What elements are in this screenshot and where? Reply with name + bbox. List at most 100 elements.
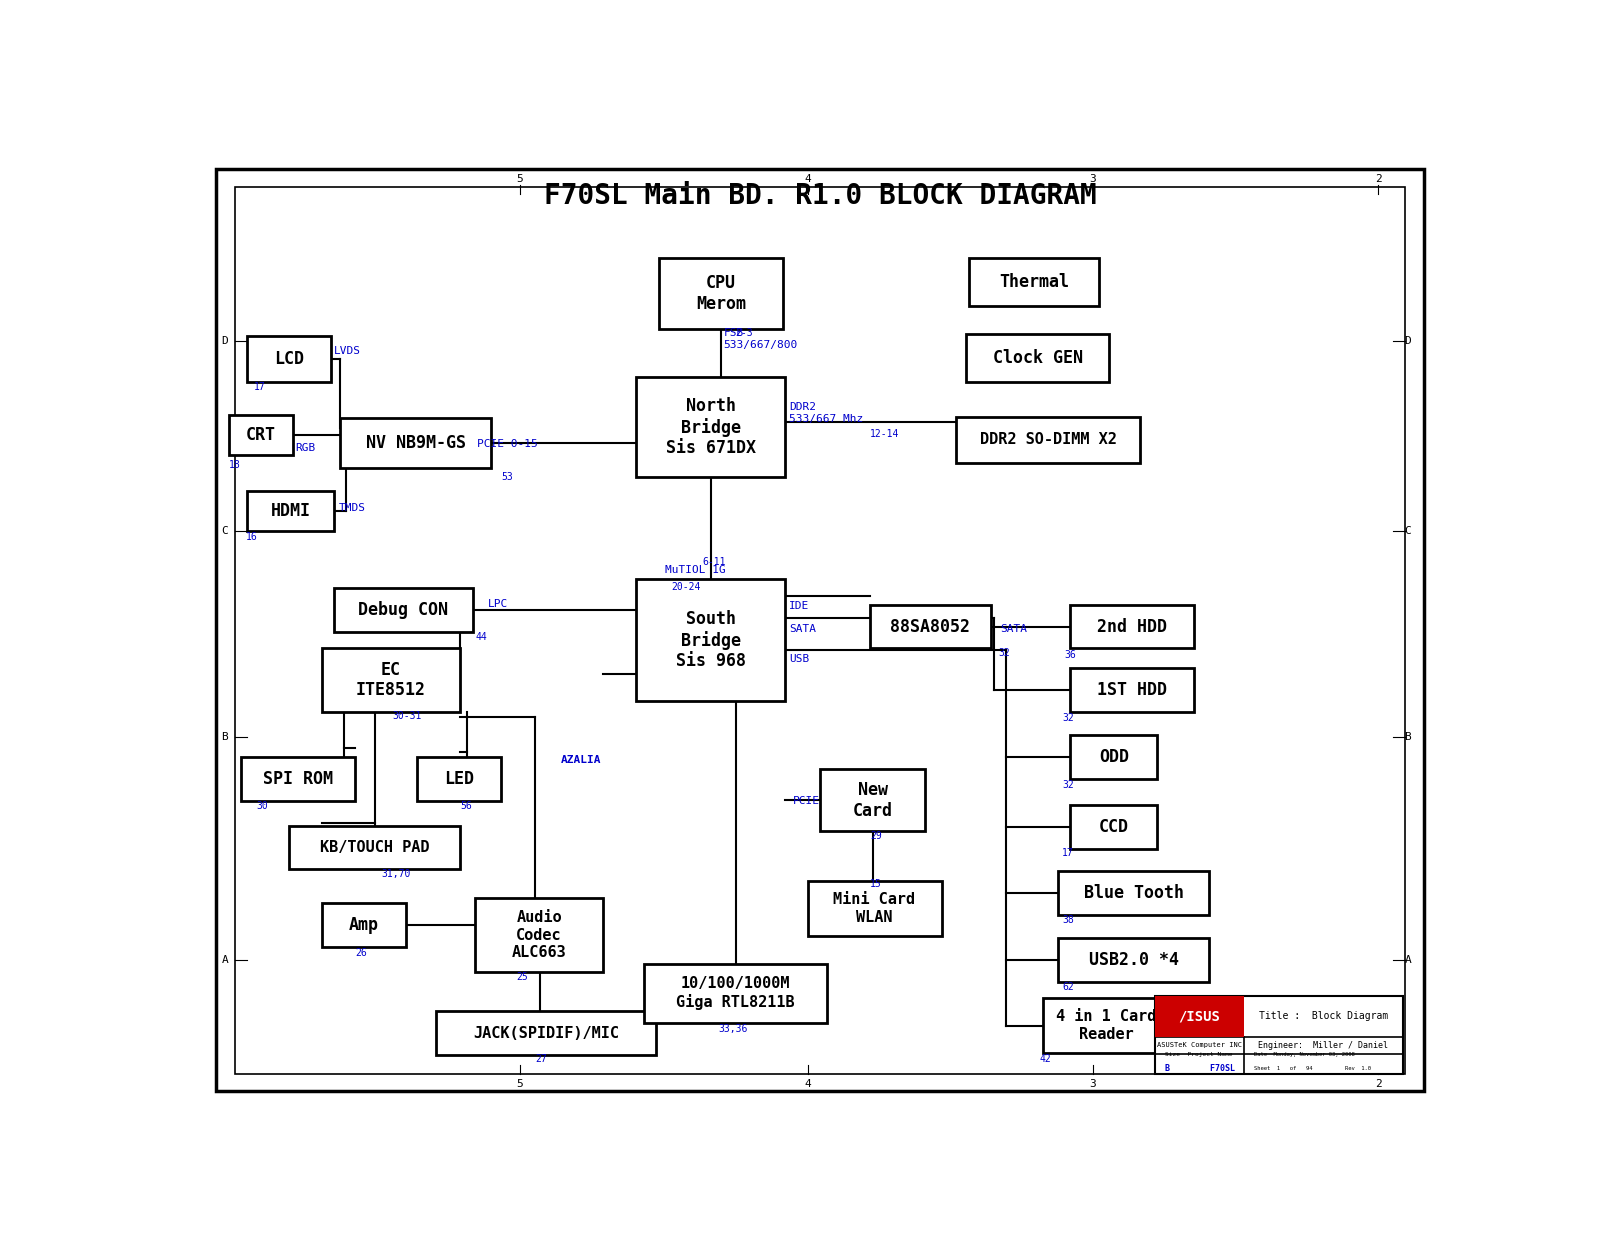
Text: Debug CON: Debug CON bbox=[358, 601, 448, 620]
Text: 4: 4 bbox=[805, 174, 811, 184]
Text: B: B bbox=[221, 732, 229, 742]
Text: 2: 2 bbox=[1374, 174, 1381, 184]
Text: 3: 3 bbox=[1090, 1079, 1096, 1089]
Text: NV NB9M-GS: NV NB9M-GS bbox=[366, 434, 466, 452]
Text: D: D bbox=[1405, 335, 1411, 346]
Text: 4: 4 bbox=[805, 1079, 811, 1089]
Text: 32: 32 bbox=[1062, 779, 1074, 789]
Bar bbox=[637, 377, 786, 477]
Text: CPU
Merom: CPU Merom bbox=[696, 275, 746, 313]
Bar bbox=[1070, 668, 1195, 713]
Text: 29: 29 bbox=[870, 831, 882, 841]
Bar bbox=[246, 336, 331, 382]
Text: LED: LED bbox=[445, 769, 474, 788]
Text: 27: 27 bbox=[534, 1054, 547, 1064]
Text: South
Bridge
Sis 968: South Bridge Sis 968 bbox=[675, 610, 746, 670]
Bar bbox=[1155, 996, 1245, 1037]
Text: 10/100/1000M
Giga RTL8211B: 10/100/1000M Giga RTL8211B bbox=[677, 976, 795, 1011]
Bar bbox=[435, 1012, 656, 1055]
Text: C: C bbox=[221, 526, 229, 537]
Text: 42: 42 bbox=[1040, 1054, 1051, 1064]
Text: 6-11: 6-11 bbox=[702, 557, 726, 567]
Text: KB/TOUCH PAD: KB/TOUCH PAD bbox=[320, 840, 429, 855]
Text: North
Bridge
Sis 671DX: North Bridge Sis 671DX bbox=[666, 397, 755, 458]
Text: 12-14: 12-14 bbox=[870, 429, 899, 439]
Bar bbox=[341, 418, 491, 468]
Text: 1ST HDD: 1ST HDD bbox=[1098, 682, 1168, 699]
Text: CCD: CCD bbox=[1099, 818, 1130, 836]
Text: 88SA8052: 88SA8052 bbox=[890, 617, 970, 636]
Text: Blue Tooth: Blue Tooth bbox=[1083, 884, 1184, 902]
Text: 53: 53 bbox=[502, 473, 514, 482]
Text: Size  Project Name: Size Project Name bbox=[1165, 1053, 1232, 1058]
Text: 4 in 1 Card
Reader: 4 in 1 Card Reader bbox=[1056, 1009, 1157, 1042]
Text: 62: 62 bbox=[1062, 982, 1074, 992]
Text: LPC: LPC bbox=[488, 599, 507, 609]
Text: Engineer:  Miller / Daniel: Engineer: Miller / Daniel bbox=[1259, 1040, 1389, 1050]
Text: SATA: SATA bbox=[1000, 625, 1027, 635]
Text: HDMI: HDMI bbox=[270, 502, 310, 521]
Text: CRT: CRT bbox=[246, 426, 275, 444]
Text: USB: USB bbox=[789, 654, 810, 664]
Text: 15: 15 bbox=[870, 878, 882, 888]
Text: ODD: ODD bbox=[1099, 748, 1130, 766]
Text: Title :  Block Diagram: Title : Block Diagram bbox=[1259, 1012, 1389, 1022]
Text: F70SL Main BD. R1.0 BLOCK DIAGRAM: F70SL Main BD. R1.0 BLOCK DIAGRAM bbox=[544, 182, 1096, 210]
Text: Mini Card
WLAN: Mini Card WLAN bbox=[834, 892, 915, 925]
Text: USB2.0 *4: USB2.0 *4 bbox=[1088, 951, 1179, 969]
Text: LVDS: LVDS bbox=[334, 346, 362, 356]
Text: 17: 17 bbox=[1062, 849, 1074, 858]
Text: C: C bbox=[1405, 526, 1411, 537]
Bar bbox=[1058, 871, 1210, 915]
Text: 38: 38 bbox=[1062, 915, 1074, 925]
Bar bbox=[1070, 735, 1157, 779]
Bar bbox=[1043, 998, 1170, 1054]
Text: 36: 36 bbox=[1064, 651, 1077, 661]
Text: 2nd HDD: 2nd HDD bbox=[1098, 617, 1168, 636]
Text: RGB: RGB bbox=[296, 443, 315, 453]
Bar bbox=[1070, 805, 1157, 849]
Bar bbox=[290, 825, 461, 870]
Text: LCD: LCD bbox=[274, 350, 304, 367]
Text: B        F70SL: B F70SL bbox=[1165, 1064, 1235, 1074]
Text: 32: 32 bbox=[998, 648, 1010, 658]
Bar bbox=[229, 416, 293, 455]
Text: /ISUS: /ISUS bbox=[1179, 1009, 1221, 1023]
Text: 44: 44 bbox=[475, 632, 486, 642]
Text: DDR2 SO-DIMM X2: DDR2 SO-DIMM X2 bbox=[979, 433, 1117, 448]
Bar bbox=[475, 898, 603, 972]
Text: FSB
533/667/800: FSB 533/667/800 bbox=[723, 328, 797, 350]
Text: D: D bbox=[221, 335, 229, 346]
Bar bbox=[1058, 938, 1210, 982]
Bar bbox=[1070, 605, 1195, 648]
Text: PCIE 0-15: PCIE 0-15 bbox=[477, 439, 538, 449]
Text: ASUSTeK Computer INC: ASUSTeK Computer INC bbox=[1157, 1043, 1242, 1049]
Bar bbox=[957, 417, 1139, 463]
Bar bbox=[242, 757, 355, 800]
Text: 2: 2 bbox=[1374, 1079, 1381, 1089]
Bar bbox=[643, 964, 827, 1023]
Text: PCIE: PCIE bbox=[792, 795, 819, 805]
Text: EC
ITE8512: EC ITE8512 bbox=[355, 661, 426, 699]
Bar bbox=[808, 881, 941, 936]
Text: 33,36: 33,36 bbox=[718, 1023, 747, 1034]
Text: Audio
Codec
ALC663: Audio Codec ALC663 bbox=[512, 910, 566, 960]
Text: Amp: Amp bbox=[349, 915, 379, 934]
Text: New
Card: New Card bbox=[853, 781, 893, 820]
Bar bbox=[970, 259, 1099, 306]
Text: SATA: SATA bbox=[789, 625, 816, 635]
Bar bbox=[659, 259, 782, 329]
Text: Date  Monday, November 03, 2008: Date Monday, November 03, 2008 bbox=[1254, 1053, 1355, 1058]
Text: 32: 32 bbox=[1062, 713, 1074, 724]
Text: AZALIA: AZALIA bbox=[562, 755, 602, 764]
Text: 26: 26 bbox=[355, 949, 366, 959]
Text: 30: 30 bbox=[256, 800, 267, 810]
Text: TMDS: TMDS bbox=[339, 503, 366, 513]
Bar bbox=[334, 589, 474, 632]
Bar bbox=[966, 334, 1109, 382]
Bar bbox=[246, 491, 334, 532]
Text: IDE: IDE bbox=[789, 601, 810, 611]
Bar bbox=[1155, 996, 1403, 1074]
Bar bbox=[322, 647, 461, 713]
Text: A: A bbox=[1405, 955, 1411, 965]
